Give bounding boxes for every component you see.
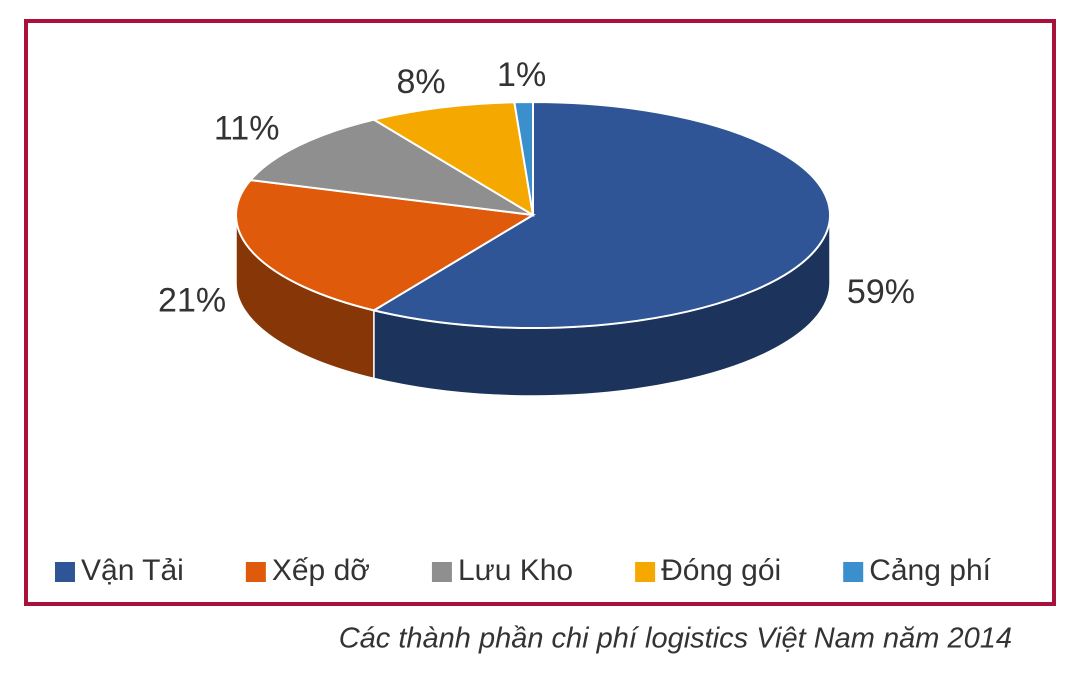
legend-label: Xếp dỡ [272,554,370,587]
legend-swatch [843,562,864,582]
slice [513,100,534,216]
data-label: 11% [214,109,280,147]
legend-label: Cảng phí [869,554,991,587]
data-label: 59% [847,273,915,311]
data-label: 1% [497,56,546,94]
slice [371,100,831,329]
legend-swatch [245,562,266,582]
legend-swatch [431,562,452,582]
caption: Các thành phần chi phí logistics Việt Na… [339,623,1012,655]
legend-label: Vận Tải [81,554,184,587]
legend-label: Lưu Kho [458,554,573,587]
legend-swatch [635,562,656,582]
pie-tops [235,100,831,329]
legend-swatch [55,562,75,582]
legend-label: Đóng gói [661,554,781,587]
slice [235,179,537,312]
data-label: 8% [396,63,445,101]
slice [248,118,534,216]
slice [371,101,535,217]
data-label: 21% [158,281,226,319]
